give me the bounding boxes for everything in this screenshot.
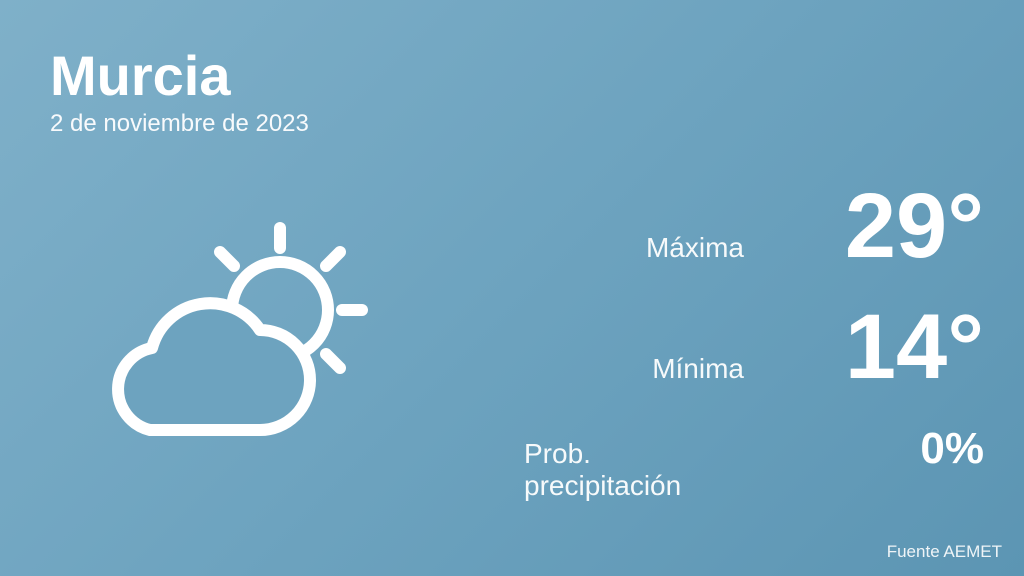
max-temp-label: Máxima <box>646 232 744 264</box>
max-temp-row: Máxima 29° <box>524 185 984 268</box>
min-temp-row: Mínima 14° <box>524 306 984 389</box>
city-name: Murcia <box>50 48 309 104</box>
min-temp-label: Mínima <box>652 353 744 385</box>
date-text: 2 de noviembre de 2023 <box>50 110 309 138</box>
min-temp-value: 14° <box>804 306 984 389</box>
precip-label: Prob. precipitación <box>524 438 744 502</box>
stats-panel: Máxima 29° Mínima 14° Prob. precipitació… <box>524 185 984 540</box>
weather-card: Murcia 2 de noviembre de 2023 Máxima 29°… <box>0 0 1024 576</box>
partly-cloudy-icon <box>80 200 400 480</box>
max-temp-value: 29° <box>804 185 984 268</box>
precip-value: 0% <box>804 427 984 471</box>
precip-row: Prob. precipitación 0% <box>524 427 984 502</box>
header: Murcia 2 de noviembre de 2023 <box>50 48 309 138</box>
source-text: Fuente AEMET <box>887 542 1002 562</box>
